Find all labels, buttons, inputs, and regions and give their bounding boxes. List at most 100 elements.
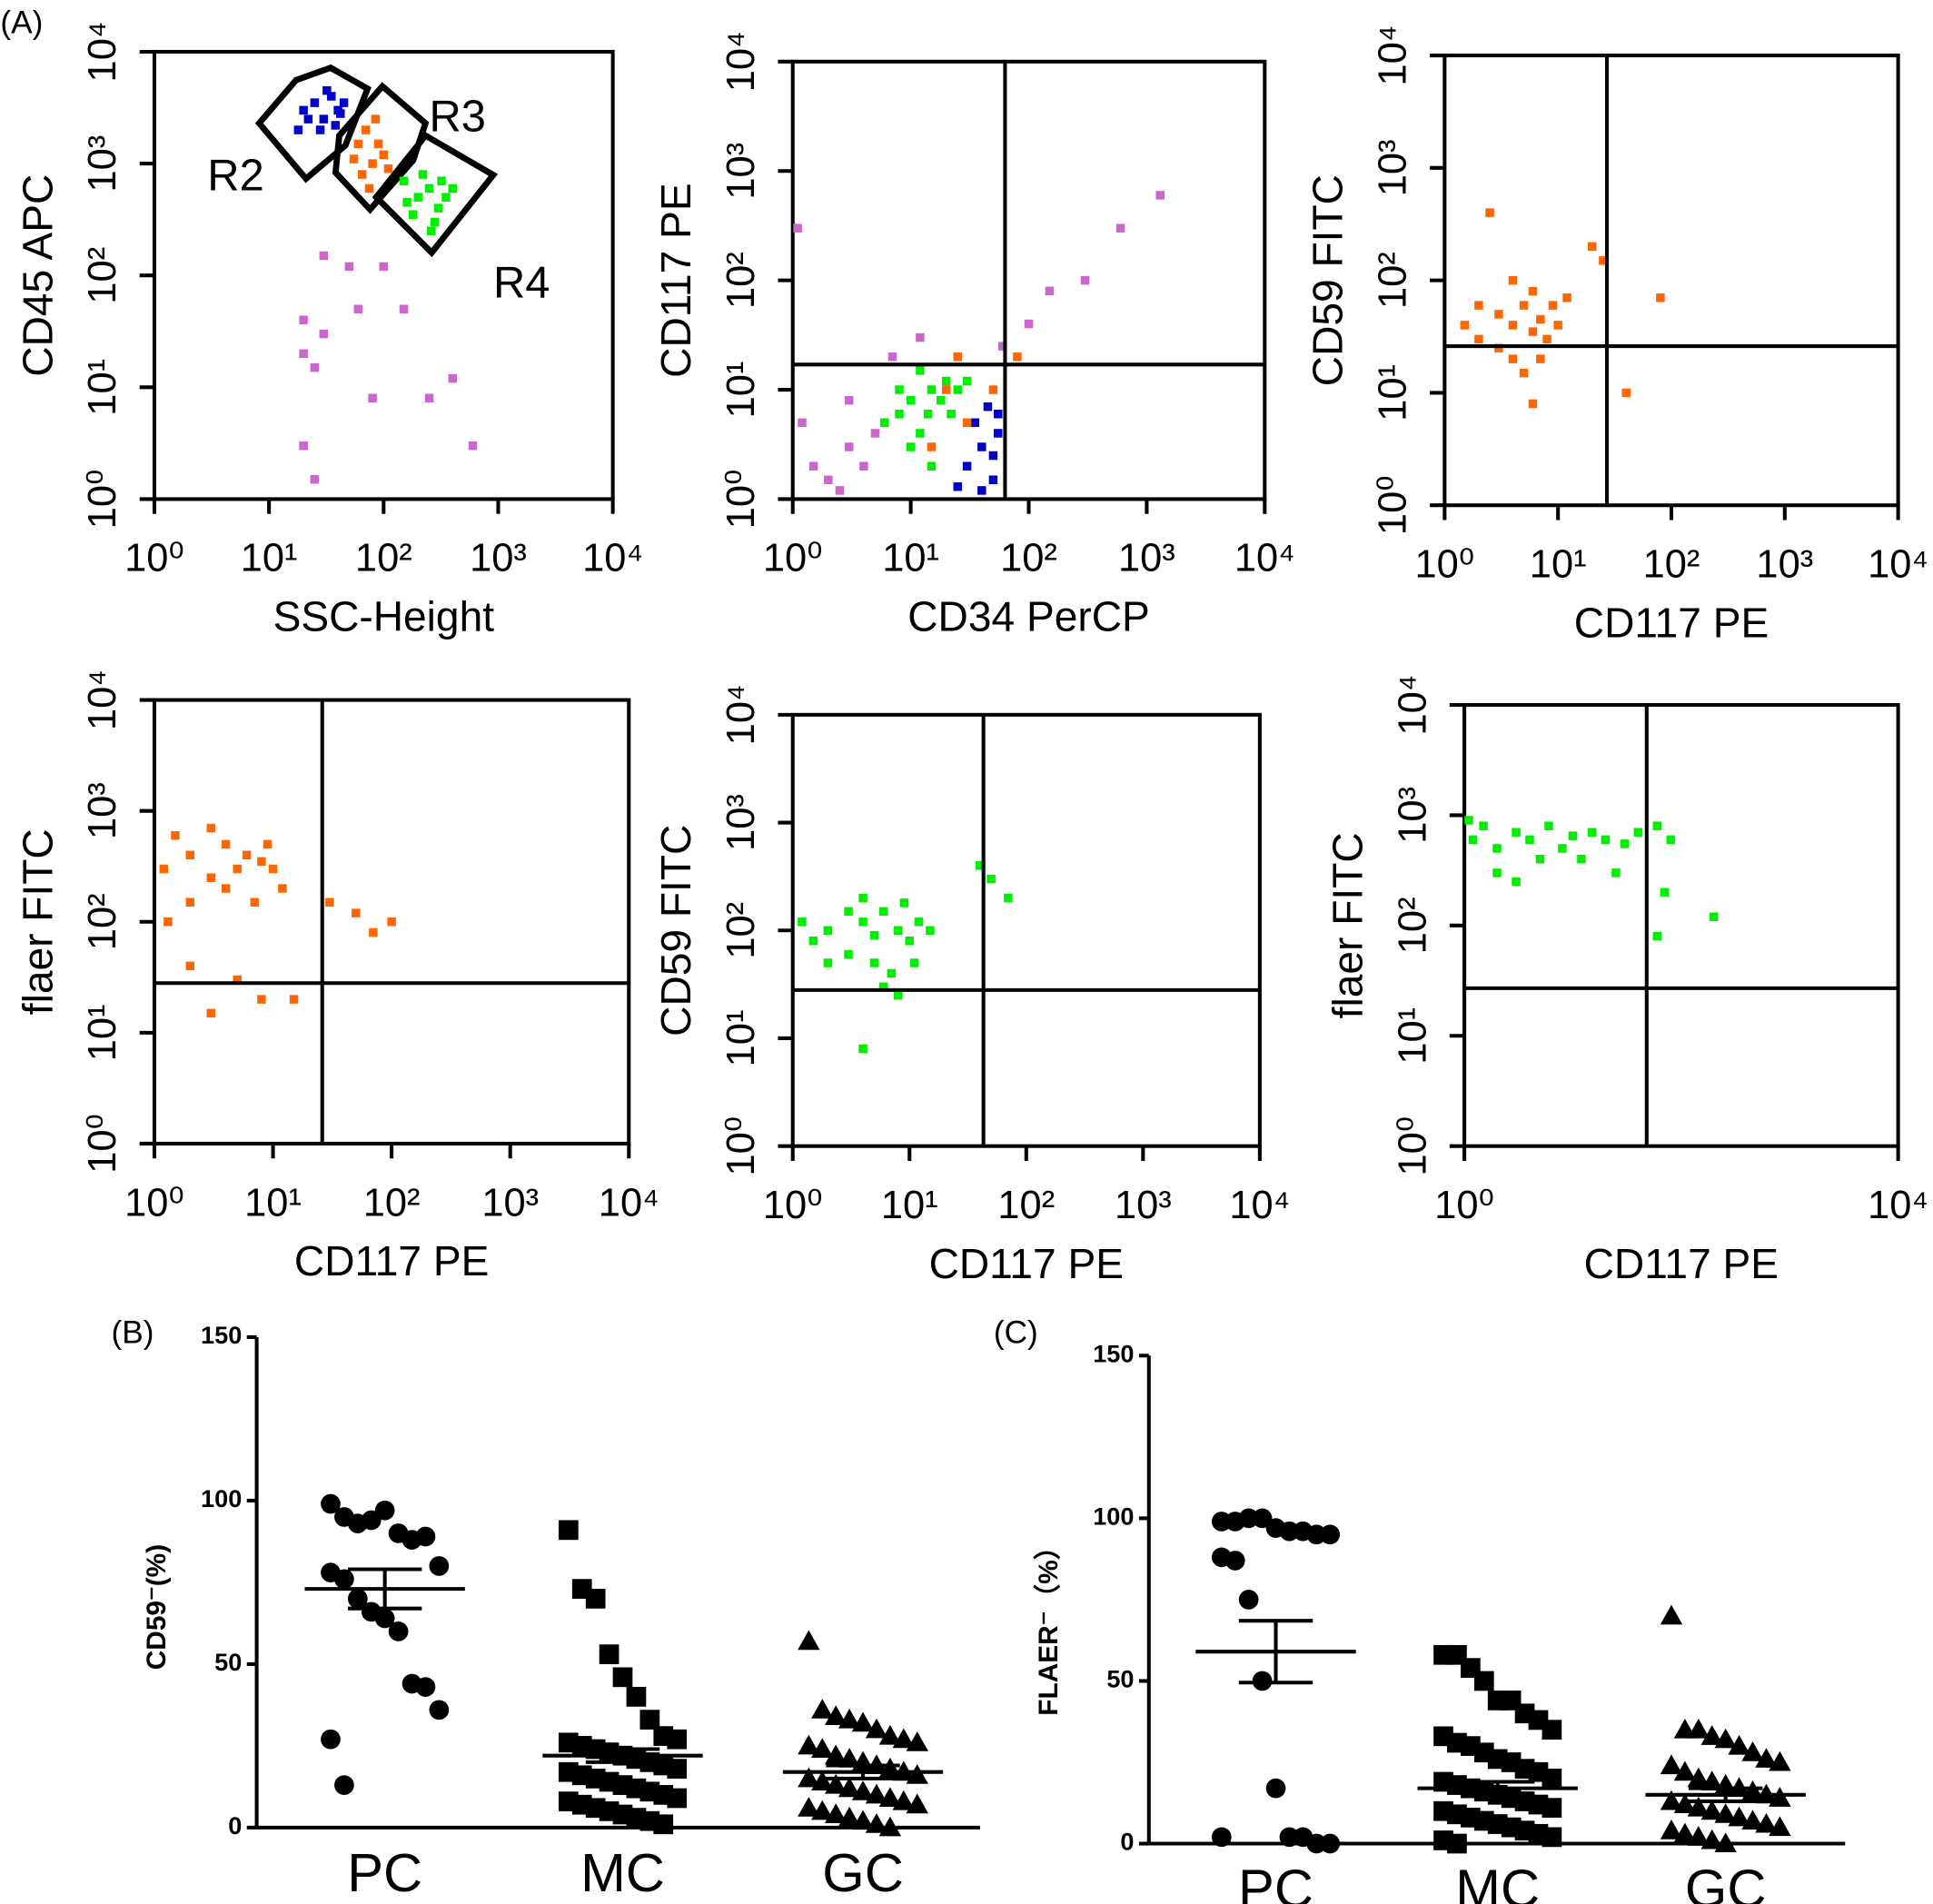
y-tick-label: 10² <box>1391 897 1434 954</box>
event-dot <box>1494 343 1503 352</box>
data-point <box>1660 1604 1683 1625</box>
data-point <box>667 1759 688 1779</box>
event-dot <box>1528 327 1538 336</box>
data-point <box>1769 1816 1791 1837</box>
x-tick-label: 10¹ <box>241 537 298 580</box>
event-dot <box>206 823 216 833</box>
event-dot <box>339 98 349 107</box>
y-tick-label: 10⁰ <box>81 470 124 530</box>
data-point <box>1306 1524 1327 1545</box>
data-point <box>878 1816 902 1837</box>
y-tick-label: 10⁰ <box>81 1114 124 1174</box>
data-point <box>892 1728 916 1749</box>
event-dot <box>250 897 260 907</box>
x-tick-label: PC <box>347 1842 422 1903</box>
x-tick-label: 10⁴ <box>1868 543 1928 587</box>
event-dot <box>1479 821 1488 830</box>
event-dot <box>953 481 963 491</box>
event-dot <box>887 352 897 362</box>
event-dot <box>369 927 378 937</box>
data-point <box>906 1793 928 1814</box>
x-tick-label: 10² <box>1000 537 1057 580</box>
event-dot <box>1620 839 1630 848</box>
y-tick-label: 10¹ <box>719 362 763 419</box>
event-dot <box>1568 831 1578 840</box>
x-tick-label: 10⁰ <box>763 1184 823 1227</box>
y-tick-label: 10¹ <box>81 1004 124 1061</box>
event-dot <box>1045 286 1055 296</box>
gate-label: R2 <box>207 152 263 201</box>
data-point <box>811 1770 834 1790</box>
data-point <box>1320 1524 1341 1545</box>
event-dot <box>257 995 266 1004</box>
event-dot <box>278 884 287 893</box>
data-point <box>599 1644 620 1664</box>
event-dot <box>899 898 909 907</box>
event-dot <box>824 475 833 484</box>
event-dot <box>895 385 904 394</box>
event-dot <box>914 917 924 927</box>
event-dot <box>1633 828 1643 837</box>
event-dot <box>1558 844 1567 853</box>
event-dot <box>1474 334 1483 344</box>
event-dot <box>835 486 845 495</box>
event-dot <box>962 376 972 386</box>
data-point <box>1673 1793 1697 1814</box>
y-tick-label: 10⁴ <box>719 684 763 745</box>
data-point <box>321 1493 341 1514</box>
event-dot <box>1599 256 1608 265</box>
data-point <box>1714 1832 1737 1853</box>
y-tick-label: 10⁰ <box>1391 1116 1434 1176</box>
x-tick-label: PC <box>1238 1859 1313 1904</box>
event-dot <box>1601 835 1611 845</box>
event-dot <box>869 930 879 940</box>
event-dot <box>322 85 332 95</box>
event-dot <box>159 864 169 874</box>
x-tick-label: 10⁴ <box>599 1181 659 1225</box>
x-tick-label: 10¹ <box>244 1181 302 1225</box>
event-dot <box>310 98 320 107</box>
data-point <box>1687 1718 1710 1739</box>
x-tick-label: 10² <box>1643 543 1700 587</box>
data-point <box>1660 1754 1683 1775</box>
data-point <box>1769 1750 1791 1771</box>
event-dot <box>1577 854 1586 864</box>
event-dot <box>870 429 880 438</box>
y-axis-label: CD59 FITC <box>652 825 699 1036</box>
data-point <box>1211 1512 1232 1532</box>
data-point <box>1769 1787 1791 1807</box>
event-dot <box>844 395 854 405</box>
event-dot <box>988 385 998 394</box>
event-dot <box>1535 854 1545 864</box>
event-dot <box>823 926 833 936</box>
event-dot <box>844 442 854 451</box>
data-point <box>1700 1800 1723 1820</box>
y-tick-label: 10² <box>719 252 763 309</box>
event-dot <box>997 342 1007 351</box>
event-dot <box>927 461 937 471</box>
event-dot <box>858 1044 867 1054</box>
event-dot <box>315 125 325 134</box>
event-dot <box>263 839 273 849</box>
data-point <box>1673 1822 1697 1843</box>
y-tick-label: 100 <box>201 1484 242 1512</box>
y-tick-label: 150 <box>201 1321 242 1349</box>
event-dot <box>878 907 888 917</box>
event-dot <box>1155 191 1165 200</box>
x-tick-label: 10⁰ <box>1415 543 1475 587</box>
y-tick-label: 150 <box>1093 1339 1134 1367</box>
data-point <box>838 1748 861 1768</box>
event-dot <box>368 393 377 403</box>
event-dot <box>1525 835 1534 845</box>
event-dot <box>988 475 998 484</box>
x-tick-label: 10² <box>363 1181 421 1225</box>
event-dot <box>399 176 409 185</box>
x-axis-label: CD117 PE <box>1574 599 1769 646</box>
event-dot <box>448 183 458 193</box>
x-tick-label: 10³ <box>1756 543 1813 587</box>
event-dot <box>357 170 367 179</box>
x-tick-label: 10⁴ <box>1868 1184 1928 1227</box>
event-dot <box>1553 321 1562 330</box>
data-point <box>1687 1796 1710 1817</box>
